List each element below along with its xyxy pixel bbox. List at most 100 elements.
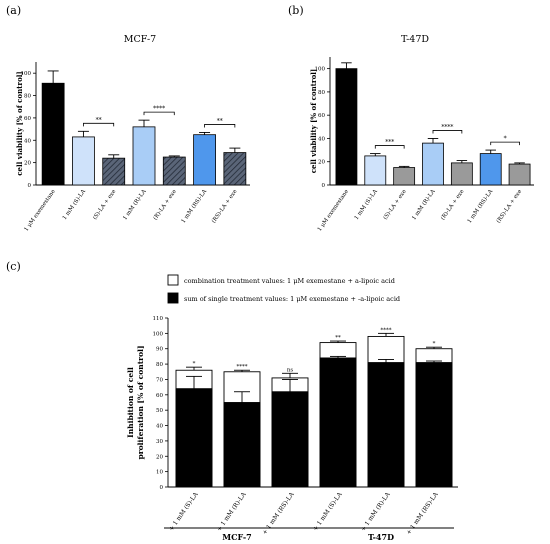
y-tick-label: 100: [315, 67, 326, 73]
bar-sum: [175, 388, 213, 488]
legend-swatch: [167, 292, 179, 304]
bar: [393, 167, 416, 186]
panel-b-title: T-47D: [401, 34, 429, 45]
x-tick-label: (R)-LA + exe: [152, 188, 178, 221]
legend-entry: combination treatment values: 1 μM exeme…: [184, 277, 395, 285]
y-tick-label: 90: [156, 347, 163, 353]
significance-label: ****: [153, 106, 165, 113]
bar: [132, 126, 156, 186]
significance-bracket: [432, 130, 463, 134]
x-tick-label: 1 mM (R)-LA: [121, 187, 148, 221]
y-tick-label: 20: [24, 161, 31, 167]
bar: [223, 152, 247, 186]
x-tick-label: + 1 mM (S)-LA: [168, 491, 200, 533]
legend-entry: sum of single treatment values: 1 μM exe…: [184, 295, 400, 303]
bar: [508, 163, 531, 186]
significance-label: ****: [381, 327, 392, 333]
x-tick-label: 1 μM exemestane: [317, 189, 350, 233]
x-tick-label: + 1 mM (R)-LA: [360, 491, 392, 533]
bar-sum: [319, 357, 357, 488]
y-tick-label: 80: [24, 94, 31, 100]
y-tick-label: 40: [318, 136, 325, 142]
x-tick-label: 1 mM (RS)-LA: [180, 187, 209, 224]
x-tick-label: + 1 mM (R)-LA: [216, 491, 248, 533]
x-tick-label: + 1 mM (RS)-LA: [405, 491, 440, 537]
x-tick-label: (S)-LA + exe: [382, 188, 408, 221]
significance-label: *: [193, 361, 196, 367]
x-tick-label: 1 μM exemestane: [24, 189, 57, 233]
bar: [162, 156, 186, 186]
group-label: T-47D: [368, 532, 394, 542]
y-tick-label: 60: [156, 393, 163, 399]
significance-label: *: [433, 341, 436, 347]
y-tick-label: 20: [156, 454, 163, 460]
bar: [422, 142, 444, 186]
y-tick-label: 40: [156, 424, 163, 430]
bar: [72, 136, 95, 186]
y-axis-label-line2: proliferation [% of control]: [136, 345, 145, 459]
significance-label: ns: [287, 367, 294, 373]
x-tick-label: + 1 mM (RS)-LA: [261, 491, 296, 537]
significance-label: ****: [441, 124, 453, 131]
bar: [193, 134, 216, 186]
x-tick-label: 1 mM (R)-LA: [410, 187, 437, 221]
significance-label: ***: [385, 139, 394, 146]
y-tick-label: 100: [21, 71, 32, 77]
x-tick-label: 1 mM (S)-LA: [61, 187, 88, 221]
significance-label: **: [96, 117, 102, 124]
y-tick-label: 80: [156, 362, 163, 368]
y-tick-label: 60: [318, 113, 325, 119]
legend-swatch: [167, 274, 179, 286]
bar-sum: [367, 362, 405, 488]
significance-bracket: [204, 124, 236, 128]
y-tick-label: 0: [322, 183, 326, 189]
x-tick-label: (RS)-LA + exe: [210, 188, 238, 224]
y-tick-label: 70: [156, 377, 163, 383]
significance-bracket: [143, 111, 175, 116]
bar-sum: [223, 402, 261, 488]
group-label: MCF-7: [222, 532, 251, 542]
bar-sum: [415, 362, 453, 488]
y-tick-label: 80: [318, 90, 325, 96]
y-tick-label: 20: [318, 160, 325, 166]
y-tick-label: 100: [153, 331, 164, 337]
significance-label: **: [335, 335, 341, 341]
y-axis-label-line1: Inhibition of cell: [126, 367, 135, 438]
significance-bracket: [490, 141, 520, 146]
significance-label: *: [504, 136, 507, 143]
x-tick-label: (RS)-LA + exe: [495, 188, 523, 224]
y-tick-label: 40: [24, 138, 31, 144]
y-tick-label: 110: [153, 316, 164, 322]
bar-sum: [271, 391, 309, 488]
significance-label: ****: [237, 364, 248, 370]
panel-a-label: (a): [6, 4, 21, 17]
x-tick-label: 1 mM (RS)-LA: [466, 187, 495, 224]
bar: [479, 153, 502, 186]
bar: [41, 82, 65, 186]
bar: [364, 155, 387, 186]
y-axis-label: cell viability [% of control]: [309, 69, 318, 173]
panel-a-title: MCF-7: [124, 34, 156, 45]
x-tick-label: 1 mM (S)-LA: [353, 187, 380, 221]
y-tick-label: 30: [156, 439, 163, 445]
bar: [335, 68, 358, 186]
x-tick-label: + 1 mM (S)-LA: [312, 491, 344, 533]
bar: [450, 162, 473, 186]
significance-bracket: [374, 145, 405, 149]
y-axis-label: cell viability [% of control]: [15, 71, 24, 175]
significance-label: **: [217, 118, 223, 125]
x-tick-label: (S)-LA + exe: [91, 188, 117, 221]
y-tick-label: 10: [156, 470, 163, 476]
panel-c-label: (c): [6, 260, 21, 273]
bar: [102, 157, 126, 186]
chart-c: 0 10 20 30 40 50 60 70 80 90 100 110 Inhibition of c…: [126, 274, 458, 542]
significance-bracket: [83, 122, 115, 127]
y-tick-label: 50: [156, 408, 163, 414]
y-tick-label: 60: [24, 116, 31, 122]
x-tick-label: (R)-LA + exe: [439, 188, 465, 221]
y-tick-label: 0: [28, 183, 32, 189]
panel-b-label: (b): [288, 4, 304, 17]
